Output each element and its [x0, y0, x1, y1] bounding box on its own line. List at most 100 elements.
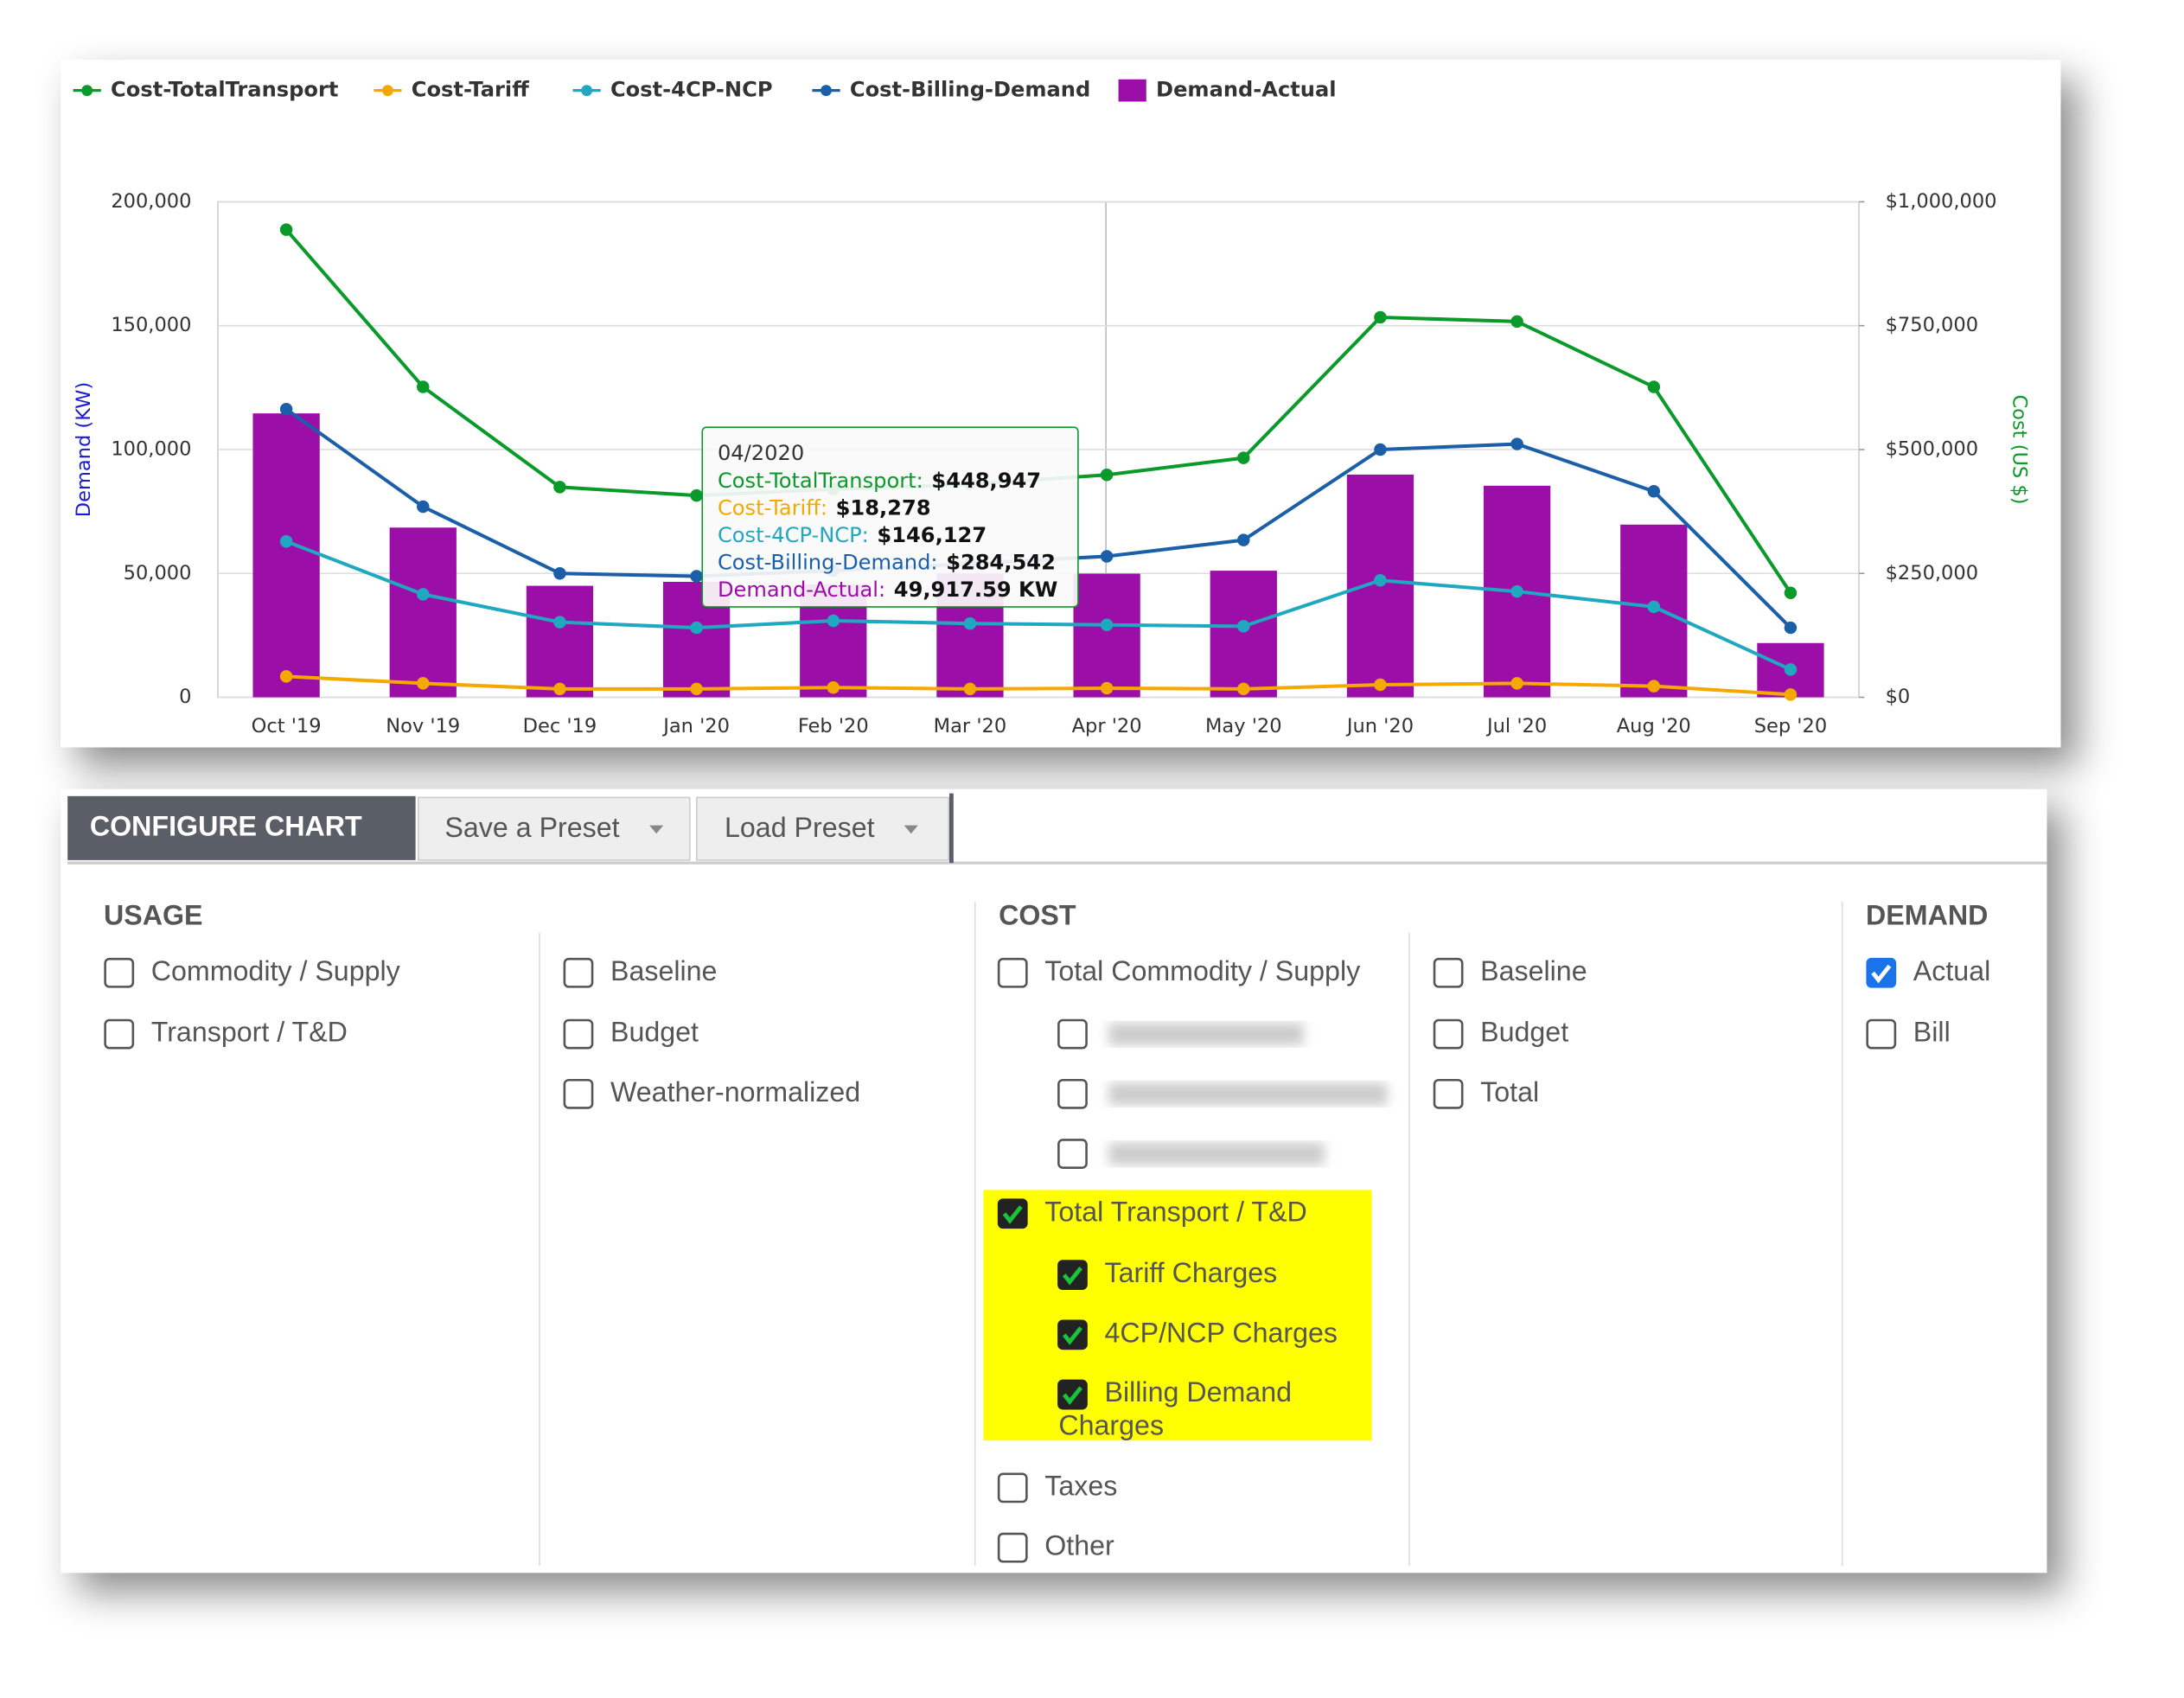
point — [1237, 533, 1250, 546]
bar — [1073, 573, 1140, 698]
checkbox-label: Bill — [1913, 1017, 1951, 1048]
legend-label[interactable]: Cost-4CP-NCP — [610, 78, 773, 102]
legend-label[interactable]: Cost-TotalTransport — [111, 78, 338, 102]
tooltip-box — [701, 426, 1079, 608]
point — [553, 481, 566, 494]
bar — [252, 413, 320, 698]
point — [1647, 485, 1661, 498]
checkbox-label: Budget — [610, 1017, 699, 1048]
point — [827, 614, 840, 628]
checkbox[interactable] — [1866, 957, 1897, 988]
y-axis-title: Demand (KW) — [73, 382, 95, 517]
tooltip-key: Cost-Tariff: — [718, 496, 827, 520]
point — [279, 223, 293, 236]
checkbox[interactable] — [563, 1078, 594, 1109]
legend-label[interactable]: Cost-Billing-Demand — [850, 78, 1090, 102]
checkbox[interactable] — [1057, 1319, 1088, 1350]
point — [279, 403, 293, 416]
tooltip-key: Cost-TotalTransport: — [718, 469, 923, 493]
x-tick-label: Sep '20 — [1754, 715, 1827, 737]
legend-label[interactable]: Demand-Actual — [1156, 78, 1337, 102]
point — [1510, 315, 1523, 329]
tooltip-title: 04/2020 — [718, 441, 804, 465]
point — [1784, 621, 1798, 635]
checkbox[interactable] — [104, 1018, 135, 1050]
checkmark — [1062, 1386, 1083, 1405]
tooltip-value: $284,542 — [946, 551, 1056, 575]
tab[interactable] — [67, 795, 416, 860]
checkbox[interactable] — [1057, 1260, 1088, 1290]
tooltip-value: 49,917.59 KW — [894, 578, 1058, 602]
checkbox-label: Commodity / Supply — [151, 955, 401, 986]
x-tick-label: Nov '19 — [386, 715, 460, 737]
section-title: COST — [999, 899, 1076, 930]
point — [690, 488, 703, 502]
highlight — [983, 1190, 1372, 1441]
x-tick-label: May '20 — [1205, 715, 1282, 737]
checkbox-label: Total — [1480, 1076, 1539, 1108]
y2-tick-label: $1,000,000 — [1886, 190, 1997, 213]
x-tick-label: Apr '20 — [1072, 715, 1142, 737]
tab-label: CONFIGURE CHART — [90, 810, 362, 841]
checkbox-label: Baseline — [610, 955, 717, 986]
point — [417, 677, 430, 690]
point — [1100, 550, 1114, 563]
checkbox[interactable] — [1433, 1078, 1464, 1109]
point — [963, 616, 977, 630]
checkbox[interactable] — [1433, 1018, 1464, 1050]
x-tick-label: Feb '20 — [798, 715, 869, 737]
checkbox[interactable] — [1057, 1139, 1088, 1169]
checkbox[interactable] — [563, 1018, 594, 1050]
tooltip-row: Cost-4CP-NCP: $146,127 — [718, 523, 987, 547]
bar — [389, 527, 457, 698]
point — [1100, 468, 1114, 482]
checkbox[interactable] — [563, 957, 594, 988]
dropdown-caret — [904, 825, 918, 834]
legend-swatch — [81, 85, 93, 97]
blurred-label — [1108, 1142, 1325, 1165]
legend-label[interactable]: Cost-Tariff — [412, 78, 529, 102]
preset-button[interactable] — [696, 796, 949, 861]
line — [286, 674, 1791, 697]
section-title: USAGE — [104, 899, 202, 930]
preset-button[interactable] — [418, 796, 691, 861]
checkbox-label: Tariff Charges — [1104, 1257, 1277, 1288]
checkbox-label: Total Commodity / Supply — [1044, 955, 1361, 986]
checkbox[interactable] — [997, 1198, 1028, 1229]
point — [1100, 681, 1114, 695]
checkbox-label: Actual — [1913, 955, 1990, 986]
point — [1374, 574, 1387, 587]
legend-swatch — [581, 85, 593, 97]
y2-axis-title: Cost (US $) — [2008, 394, 2031, 504]
checkbox[interactable] — [1433, 957, 1464, 988]
tooltip-row: Cost-Billing-Demand: $284,542 — [718, 551, 1056, 575]
checkbox[interactable] — [1057, 1078, 1088, 1109]
x-tick-label: Dec '19 — [523, 715, 597, 737]
legend-swatch — [381, 85, 393, 97]
bar — [526, 585, 594, 698]
checkbox-label: Weather-normalized — [610, 1076, 860, 1108]
y-tick-label: 100,000 — [111, 437, 191, 460]
point — [1647, 380, 1661, 393]
point — [1237, 451, 1250, 464]
point — [417, 588, 430, 601]
x-tick-label: Jun '20 — [1345, 715, 1414, 737]
checkbox-label: Baseline — [1480, 955, 1587, 986]
checkbox[interactable] — [997, 1532, 1028, 1563]
checkbox[interactable] — [1057, 1018, 1088, 1050]
point — [1647, 600, 1661, 614]
point — [1374, 443, 1387, 456]
blurred-label — [1108, 1023, 1304, 1045]
tooltip-value: $448,947 — [931, 469, 1041, 493]
tooltip-row: Demand-Actual: 49,917.59 KW — [718, 578, 1057, 602]
y2-tick-label: $500,000 — [1886, 437, 1978, 460]
tooltip-row: Cost-Tariff: $18,278 — [718, 496, 931, 520]
blurred-label — [1108, 1082, 1388, 1106]
checkbox-label: Transport / T&D — [151, 1017, 348, 1048]
y2-tick-label: $0 — [1886, 686, 1911, 708]
checkbox[interactable] — [104, 957, 135, 988]
checkbox[interactable] — [997, 957, 1028, 988]
checkbox[interactable] — [1866, 1018, 1897, 1050]
checkbox[interactable] — [997, 1472, 1028, 1503]
